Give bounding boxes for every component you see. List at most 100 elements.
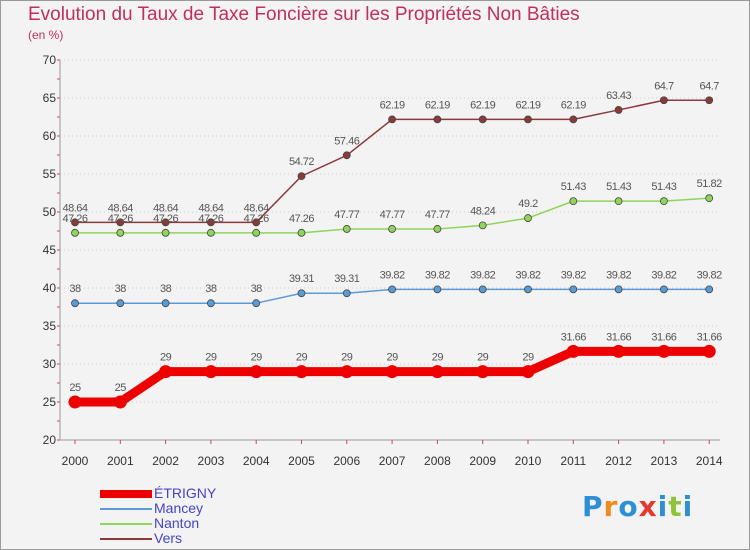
data-label: 29 xyxy=(251,352,263,364)
data-point xyxy=(524,214,532,222)
data-label: 25 xyxy=(115,382,127,394)
data-point xyxy=(297,228,306,237)
legend-label: Mancey xyxy=(154,500,204,516)
data-label: 62.19 xyxy=(561,99,586,111)
data-point xyxy=(478,221,487,230)
x-tick-label: 2004 xyxy=(243,454,270,468)
data-label: 39.82 xyxy=(470,269,495,281)
data-point xyxy=(113,395,127,409)
data-point xyxy=(204,365,218,379)
y-tick-label: 70 xyxy=(43,53,57,67)
data-label: 31.66 xyxy=(561,331,586,343)
data-point xyxy=(71,228,79,237)
data-label: 39.82 xyxy=(697,269,722,281)
data-label: 47.77 xyxy=(334,209,359,221)
data-point xyxy=(388,225,397,233)
data-point xyxy=(206,299,215,308)
x-tick-label: 2005 xyxy=(288,454,315,468)
data-label: 39.82 xyxy=(380,269,405,281)
data-label: 48.64 xyxy=(244,202,269,214)
data-label: 48.64 xyxy=(62,202,87,214)
data-label: 25 xyxy=(69,382,81,394)
data-label: 48.64 xyxy=(108,202,133,214)
y-unit-label: (en %) xyxy=(28,28,64,42)
data-label: 39.82 xyxy=(651,269,676,281)
data-label: 51.43 xyxy=(606,181,631,193)
data-point xyxy=(612,344,626,358)
data-point xyxy=(342,289,351,298)
data-label: 47.26 xyxy=(198,213,223,225)
legend-swatch xyxy=(100,538,152,540)
data-point xyxy=(116,299,125,308)
data-point xyxy=(71,218,79,227)
data-label: 29 xyxy=(477,352,489,364)
data-point xyxy=(569,115,578,124)
data-label: 29 xyxy=(522,352,534,364)
brand-letter: P xyxy=(582,490,604,523)
data-label: 29 xyxy=(296,352,308,364)
data-point xyxy=(660,96,668,105)
y-tick-label: 25 xyxy=(43,395,57,409)
data-label: 48.24 xyxy=(470,205,495,217)
data-label: 39.82 xyxy=(425,269,450,281)
data-point xyxy=(295,365,308,379)
data-label: 64.7 xyxy=(699,80,719,92)
data-point xyxy=(385,365,399,379)
data-point xyxy=(342,225,351,233)
data-point xyxy=(660,197,668,206)
data-point xyxy=(569,285,578,294)
y-tick-label: 45 xyxy=(43,243,57,257)
brand-letter: i xyxy=(682,490,694,523)
data-point xyxy=(206,228,215,237)
y-tick-label: 55 xyxy=(43,167,57,181)
data-point xyxy=(521,365,535,379)
chart-title: Evolution du Taux de Taxe Foncière sur l… xyxy=(28,4,580,25)
data-label: 54.72 xyxy=(289,156,314,168)
data-point xyxy=(660,285,668,294)
data-point xyxy=(705,96,714,105)
data-point xyxy=(252,299,261,308)
data-point xyxy=(388,285,397,294)
data-point xyxy=(569,197,578,206)
data-label: 38 xyxy=(115,283,127,295)
data-point xyxy=(252,218,261,227)
data-point xyxy=(342,151,351,160)
data-point xyxy=(478,115,487,124)
brand-letter: o xyxy=(618,490,639,523)
data-point xyxy=(476,365,490,379)
data-point xyxy=(116,218,125,227)
data-label: 47.77 xyxy=(380,209,405,221)
data-point xyxy=(161,218,170,227)
legend-label: Vers xyxy=(154,530,183,546)
y-tick-label: 50 xyxy=(43,205,57,219)
data-label: 29 xyxy=(432,352,444,364)
x-tick-label: 2000 xyxy=(62,454,89,468)
data-label: 48.64 xyxy=(198,202,223,214)
data-label: 31.66 xyxy=(651,331,676,343)
data-label: 64.7 xyxy=(654,80,674,92)
data-label: 51.43 xyxy=(651,181,676,193)
x-tick-label: 2006 xyxy=(333,454,360,468)
data-label: 39.82 xyxy=(515,269,540,281)
x-tick-label: 2012 xyxy=(605,454,632,468)
data-point xyxy=(340,365,354,379)
data-label: 38 xyxy=(205,283,217,295)
brand-letter: t xyxy=(668,490,683,523)
data-label: 39.82 xyxy=(561,269,586,281)
x-tick-label: 2002 xyxy=(152,454,179,468)
data-point xyxy=(430,365,444,379)
data-point xyxy=(252,228,261,237)
data-point xyxy=(68,395,82,409)
data-label: 47.26 xyxy=(289,213,314,225)
data-point xyxy=(614,197,623,206)
data-point xyxy=(524,115,532,124)
x-tick-label: 2013 xyxy=(651,454,678,468)
data-point xyxy=(249,365,263,379)
data-label: 39.82 xyxy=(606,269,631,281)
data-point xyxy=(71,299,79,308)
x-tick-label: 2010 xyxy=(515,454,542,468)
x-tick-label: 2001 xyxy=(107,454,134,468)
data-point xyxy=(388,115,397,124)
